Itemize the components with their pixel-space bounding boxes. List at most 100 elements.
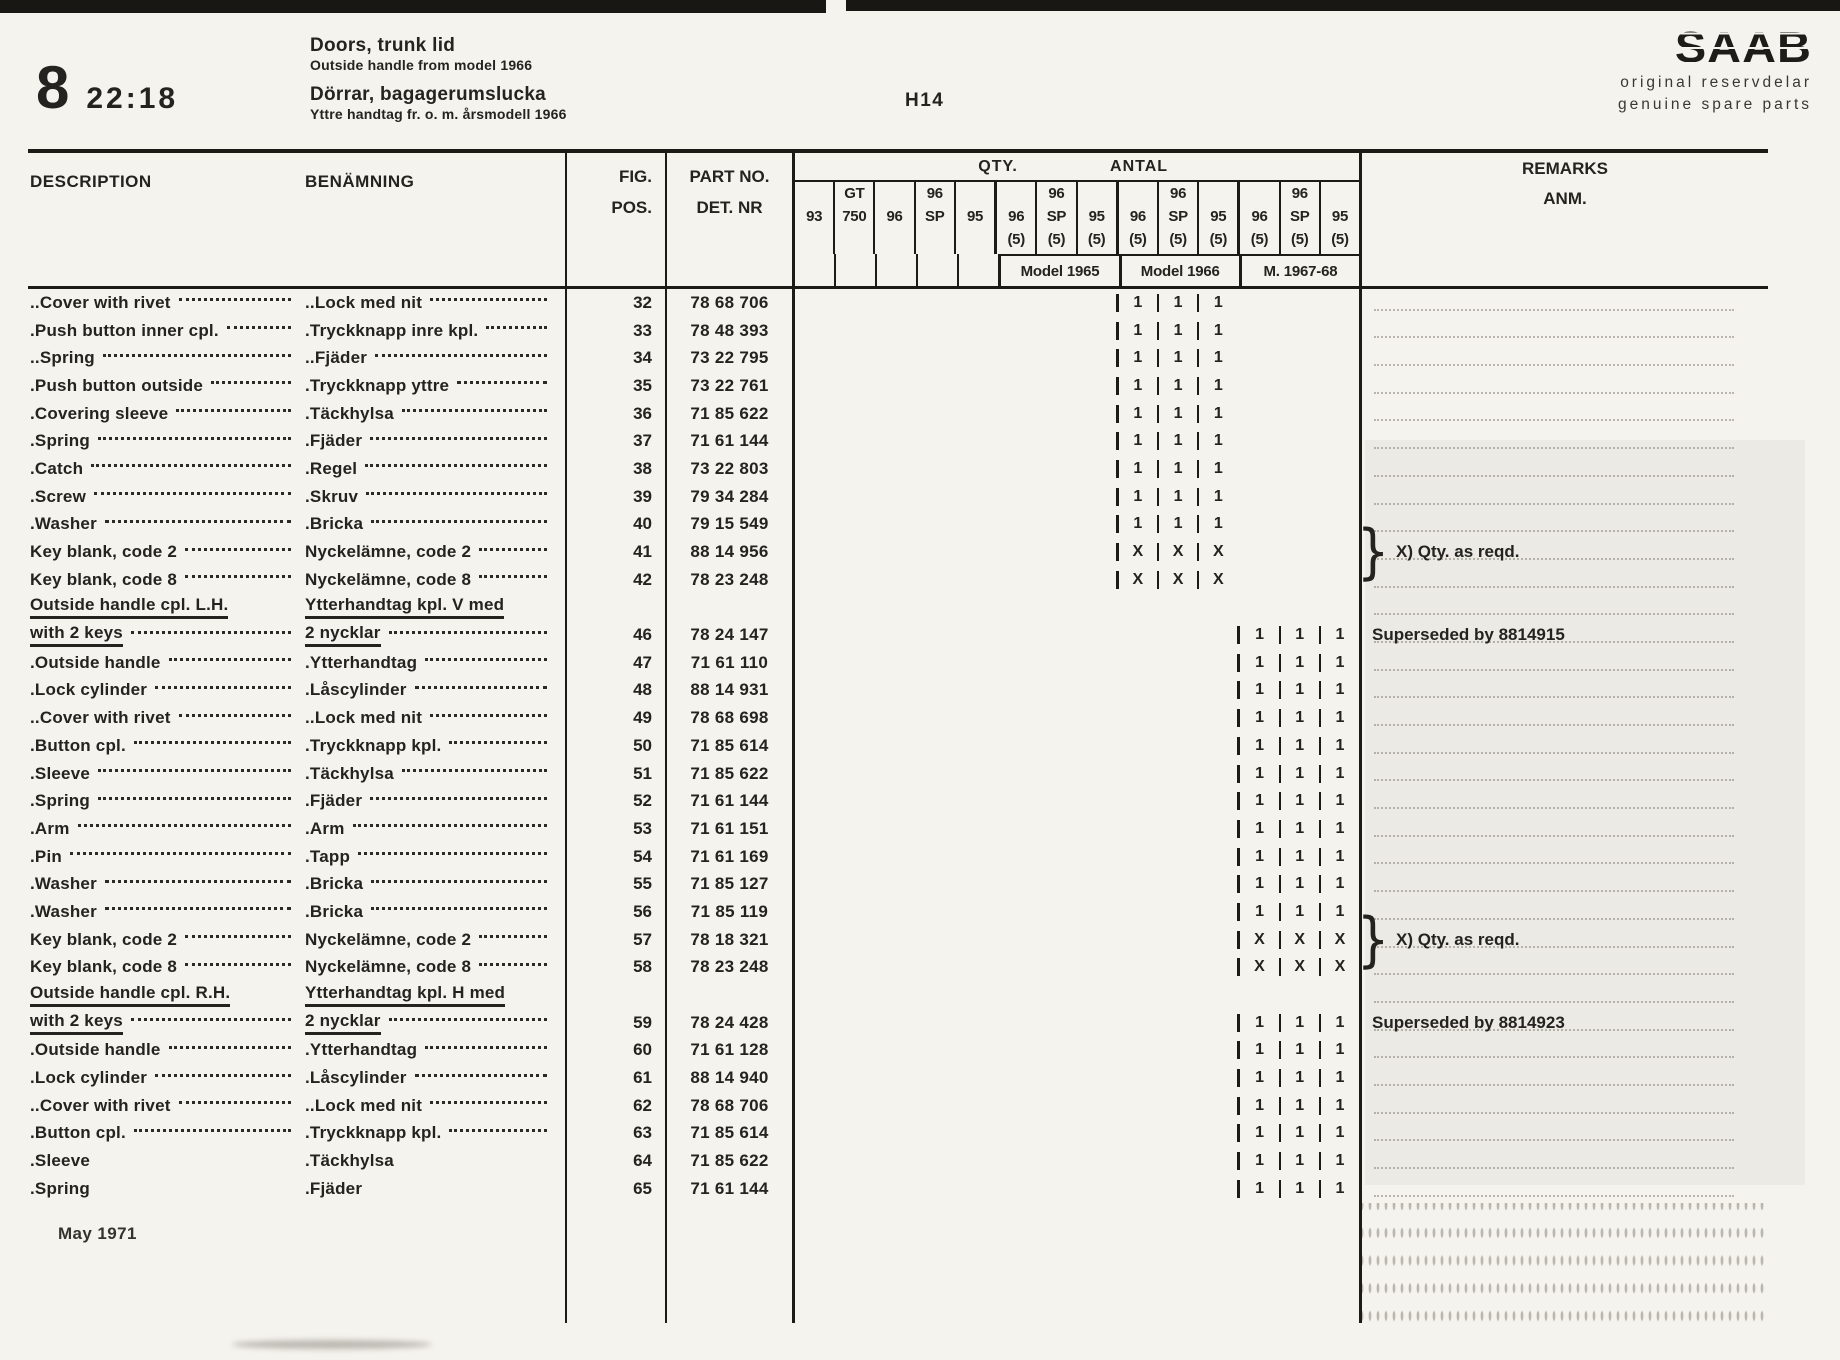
remarks-cell: Superseded by 8814923	[1362, 1009, 1768, 1037]
leader-dots	[366, 492, 547, 496]
description-text: .Pin	[30, 846, 62, 866]
leader-dots	[69, 852, 291, 856]
description-text: .Button cpl.	[30, 735, 126, 755]
quantity-grid: 1 1 1	[792, 372, 1362, 400]
qty-cell: 1	[1318, 764, 1359, 783]
qty-cell: 1	[1197, 487, 1237, 506]
benamning-cell: .Regel	[305, 455, 565, 483]
qty-mark: 1	[1335, 875, 1345, 893]
benamning-text: Nyckelämne, code 2	[305, 929, 472, 949]
part-no-cell: 73 22 761	[665, 372, 792, 400]
table-row: .Push button outside .Tryckknapp yttre 3…	[28, 372, 1768, 400]
part-no-cell: 71 85 614	[665, 732, 792, 760]
qty-cell: X	[1278, 958, 1319, 977]
fig-pos-number: 49	[633, 708, 652, 728]
fig-pos-number: 63	[633, 1123, 652, 1143]
fig-pos-cell: 39	[565, 482, 665, 511]
leader-dots	[91, 464, 291, 468]
model-group-label: M. 1967-68	[1238, 254, 1360, 286]
part-no-cell: 78 23 248	[665, 565, 792, 594]
part-number: 78 23 248	[690, 569, 769, 589]
qty-mark: 1	[1335, 626, 1345, 644]
leader-dots	[185, 962, 291, 966]
leader-dots	[449, 741, 547, 745]
qty-mark: 1	[1295, 875, 1305, 893]
qty-cell: 1	[1156, 487, 1197, 506]
table-row: .Outside handle .Ytterhandtag 60 71 61 1…	[28, 1036, 1768, 1065]
qty-mark: 1	[1255, 792, 1264, 810]
fig-pos-number: 55	[633, 874, 652, 894]
quantity-grid: 1 1 1	[792, 704, 1362, 732]
qty-cell: 1	[1278, 1152, 1319, 1171]
benamning-text: Nyckelämne, code 2	[305, 542, 472, 562]
description-cell: ..Spring	[28, 344, 305, 372]
qty-mark: X	[1294, 930, 1306, 948]
table-row: .Pin .Tapp 54 71 61 169 1 1 1	[28, 842, 1768, 871]
remarks-cell	[1362, 954, 1768, 982]
qty-mark: X	[1254, 930, 1265, 948]
antal-header: ANTAL	[1110, 158, 1169, 175]
part-number: 79 15 549	[690, 514, 769, 534]
qty-cell: 1	[1318, 1096, 1359, 1115]
qty-cell: X	[1237, 930, 1278, 949]
part-no-cell: 88 14 956	[665, 538, 792, 566]
qty-cell: 1	[1115, 515, 1157, 534]
benamning-cell: .Bricka	[305, 511, 565, 539]
part-no-cell: 71 61 169	[665, 842, 792, 871]
benamning-cell: .Arm	[305, 815, 565, 843]
qty-cell: 1	[1278, 1013, 1319, 1032]
qty-mark: 1	[1213, 432, 1223, 450]
qty-cell: 1	[1278, 792, 1319, 811]
leader-dots	[457, 381, 547, 385]
part-no-cell: 73 22 803	[665, 455, 792, 483]
qty-mark: 1	[1295, 1152, 1305, 1170]
empty-cell	[565, 1202, 665, 1323]
qty-cell: 1	[1318, 1124, 1359, 1143]
fig-pos-number: 62	[633, 1095, 652, 1115]
remarks-cell: } X) Qty. as reqd.	[1357, 522, 1768, 582]
qty-mark: 1	[1335, 681, 1345, 699]
section-code: 22:18	[86, 82, 179, 115]
qty-mark: 1	[1255, 1152, 1264, 1170]
benamning-header-cell: BENÄMNING	[305, 153, 565, 286]
description-cell: .Arm	[28, 815, 305, 843]
fig-header: FIG.	[618, 167, 652, 186]
model-group-label: Model 1966	[1118, 254, 1239, 286]
remarks-cell	[1362, 898, 1768, 926]
part-number: 71 85 614	[690, 735, 769, 755]
remarks-cell	[1362, 511, 1768, 539]
qty-cell: 1	[1318, 847, 1359, 866]
table-body: ..Cover with rivet ..Lock med nit 32 78 …	[28, 289, 1768, 1203]
remarks-cell	[1362, 815, 1768, 843]
part-number: 78 18 321	[690, 929, 769, 949]
leader-dots	[94, 492, 291, 496]
part-no-cell: 71 85 622	[665, 759, 792, 788]
description-cell: .Spring	[28, 787, 305, 815]
part-number: 71 85 622	[690, 1151, 769, 1171]
leader-dots	[401, 769, 547, 773]
qty-cell: 1	[1237, 1069, 1278, 1088]
qty-column-footer-4	[957, 254, 998, 286]
benamning-text: 2 nycklar	[305, 623, 381, 648]
qty-cell: X	[1115, 543, 1157, 562]
remarks-cell	[1362, 732, 1768, 760]
part-no-cell: 73 22 795	[665, 344, 792, 373]
page-number-block: 8 22:18	[36, 58, 178, 118]
benamning-cell: .Ytterhandtag	[305, 649, 565, 677]
fig-pos-number: 35	[633, 375, 652, 395]
scan-smudge	[232, 1340, 432, 1349]
qty-mark: 1	[1255, 1179, 1264, 1197]
qty-mark: 1	[1295, 847, 1305, 865]
fig-pos-cell: 37	[565, 427, 665, 456]
table-row: .Sleeve .Täckhylsa 51 71 85 622 1 1 1	[28, 759, 1768, 788]
qty-mark: 1	[1133, 515, 1143, 533]
qty-cell: 1	[1237, 1179, 1278, 1198]
model-group-label: Model 1965	[998, 254, 1119, 286]
qty-mark: 1	[1255, 764, 1264, 782]
benamning-text: Nyckelämne, code 8	[305, 569, 472, 589]
description-text: .Outside handle	[30, 652, 161, 672]
remarks-cell	[1362, 400, 1768, 428]
qty-mark: 1	[1335, 653, 1345, 671]
qty-mark: 1	[1295, 709, 1305, 727]
